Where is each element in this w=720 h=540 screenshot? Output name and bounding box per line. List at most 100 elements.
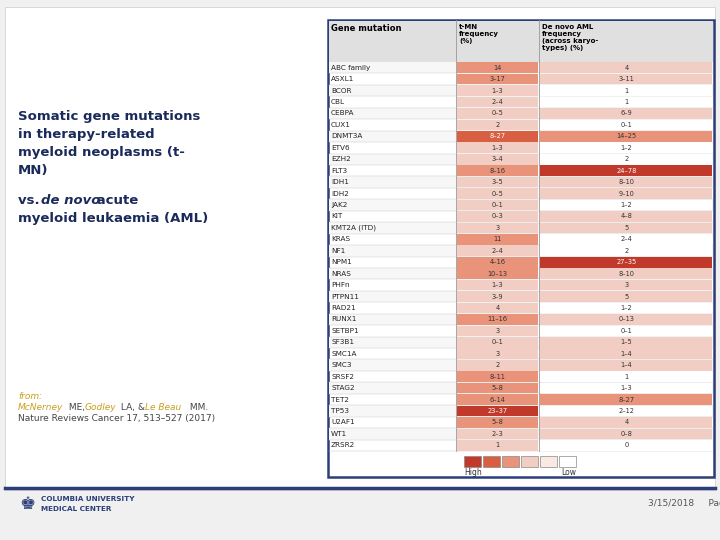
Text: from:: from: (18, 392, 42, 401)
Text: 1: 1 (624, 374, 629, 380)
Text: in therapy-related: in therapy-related (18, 128, 155, 141)
Text: 2–4: 2–4 (492, 248, 503, 254)
Bar (540, 280, 712, 291)
Text: JAK2: JAK2 (331, 202, 347, 208)
Text: 4–8: 4–8 (621, 213, 632, 219)
Bar (457, 291, 538, 302)
Bar (457, 348, 538, 359)
Bar (457, 85, 538, 96)
Text: 3: 3 (495, 328, 500, 334)
Text: 1: 1 (495, 442, 500, 448)
Text: NF1: NF1 (331, 248, 346, 254)
Bar (540, 348, 712, 359)
Bar (457, 246, 538, 256)
Text: 1–2: 1–2 (621, 145, 632, 151)
Text: 8–27: 8–27 (490, 133, 505, 139)
Text: 5–8: 5–8 (492, 385, 503, 391)
Text: 5: 5 (624, 225, 629, 231)
Text: COLUMBIA UNIVERSITY: COLUMBIA UNIVERSITY (41, 496, 135, 502)
Text: 2: 2 (624, 248, 629, 254)
Bar (457, 383, 538, 394)
Bar (329, 360, 713, 371)
Text: 1–2: 1–2 (621, 202, 632, 208)
Bar (328, 20, 714, 477)
Bar (540, 200, 712, 211)
Bar (540, 326, 712, 336)
Text: BCOR: BCOR (331, 87, 351, 93)
Text: 6–9: 6–9 (621, 111, 632, 117)
Bar (540, 234, 712, 245)
Text: 0: 0 (624, 442, 629, 448)
Text: ABC family: ABC family (331, 65, 370, 71)
Bar (329, 131, 713, 142)
Text: RUNX1: RUNX1 (331, 316, 356, 322)
Text: 3–5: 3–5 (492, 179, 503, 185)
Text: vs.: vs. (18, 194, 44, 207)
Bar (457, 211, 538, 222)
Text: 2: 2 (495, 122, 500, 128)
Bar (540, 188, 712, 199)
Text: PTPN11: PTPN11 (331, 294, 359, 300)
Bar (329, 222, 713, 234)
Text: High: High (464, 468, 482, 477)
Text: IDH2: IDH2 (331, 191, 349, 197)
Bar (483, 456, 500, 467)
Bar (540, 268, 712, 279)
Text: 11: 11 (493, 237, 502, 242)
Text: 3–4: 3–4 (492, 156, 503, 162)
Text: 3: 3 (624, 282, 629, 288)
Bar (540, 302, 712, 313)
Bar (540, 337, 712, 348)
Text: 2–12: 2–12 (618, 408, 634, 414)
Text: MN): MN) (18, 164, 48, 177)
Text: 2: 2 (624, 156, 629, 162)
Text: 4: 4 (624, 65, 629, 71)
Text: 0–5: 0–5 (492, 191, 503, 197)
Text: 9–10: 9–10 (618, 191, 634, 197)
Text: 23–37: 23–37 (487, 408, 508, 414)
Bar (540, 143, 712, 153)
Text: 14: 14 (493, 65, 502, 71)
Text: 0–3: 0–3 (492, 213, 503, 219)
Text: acute: acute (92, 194, 138, 207)
Text: SETBP1: SETBP1 (331, 328, 359, 334)
Bar (329, 62, 713, 73)
Text: myeloid leukaemia (AML): myeloid leukaemia (AML) (18, 212, 208, 225)
Text: KIT: KIT (331, 213, 342, 219)
Bar (540, 314, 712, 325)
Bar (457, 97, 538, 107)
Bar (457, 131, 538, 141)
Bar (540, 177, 712, 187)
Text: SRSF2: SRSF2 (331, 374, 354, 380)
Bar (540, 63, 712, 73)
Text: MM.: MM. (187, 403, 208, 412)
Text: 8–27: 8–27 (618, 396, 634, 402)
Bar (329, 428, 713, 440)
Bar (521, 456, 538, 467)
Text: 11–16: 11–16 (487, 316, 508, 322)
Text: 5–8: 5–8 (492, 420, 503, 426)
Text: 0–1: 0–1 (492, 202, 503, 208)
Text: 3: 3 (495, 351, 500, 357)
Text: 4–16: 4–16 (490, 259, 505, 265)
Bar (540, 372, 712, 382)
Bar (457, 302, 538, 313)
Text: De novo AML
frequency
(across karyo-
types) (%): De novo AML frequency (across karyo- typ… (542, 24, 598, 51)
Text: TET2: TET2 (331, 396, 349, 402)
Bar (540, 131, 712, 141)
Bar (457, 337, 538, 348)
Text: 4: 4 (624, 420, 629, 426)
Text: 14–25: 14–25 (616, 133, 636, 139)
Text: 0–1: 0–1 (492, 339, 503, 345)
Text: 0–1: 0–1 (621, 328, 632, 334)
Bar (540, 222, 712, 233)
Bar (329, 21, 713, 62)
Bar (540, 257, 712, 267)
Text: 1: 1 (624, 87, 629, 93)
Text: 2–4: 2–4 (621, 237, 632, 242)
Bar (457, 372, 538, 382)
Bar (502, 456, 519, 467)
Text: ME,: ME, (66, 403, 88, 412)
Bar (457, 200, 538, 211)
Bar (540, 246, 712, 256)
